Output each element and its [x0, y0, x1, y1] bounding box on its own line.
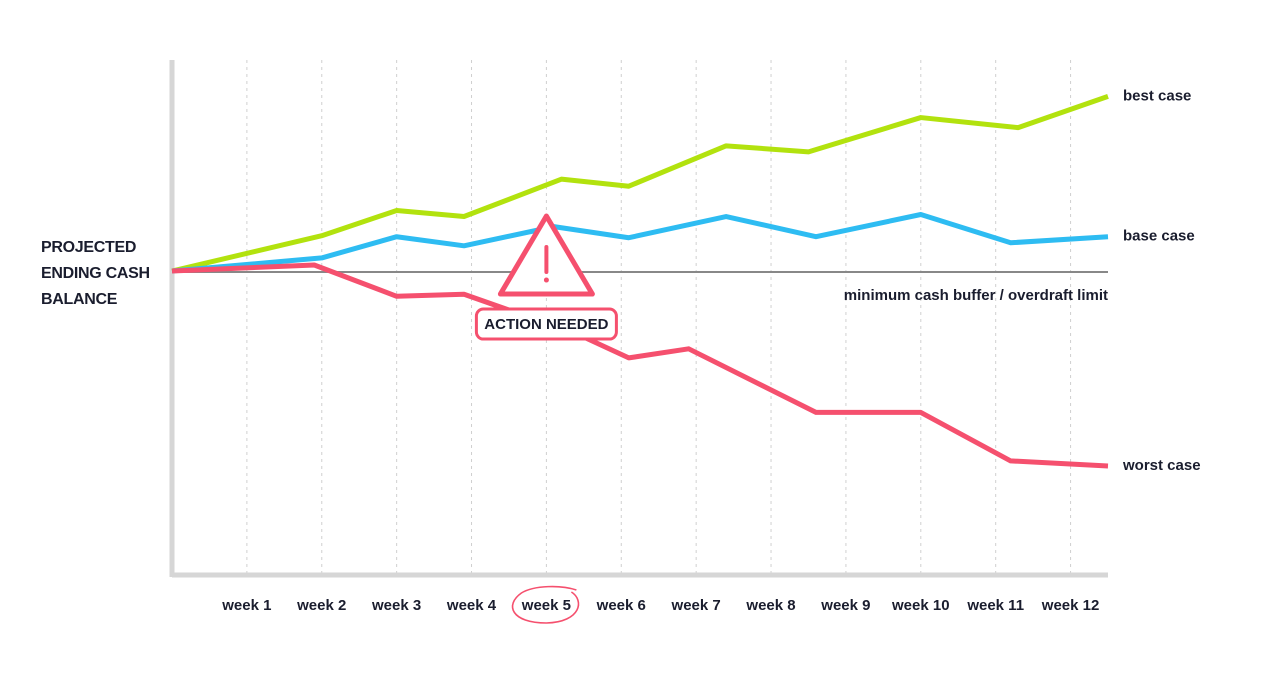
- annotation-box: [474, 307, 618, 341]
- y-axis-title: ENDING CASH: [41, 265, 150, 282]
- series-line: [171, 262, 1109, 469]
- y-axis-title: PROJECTED: [41, 239, 136, 256]
- x-tick-label: week 3: [371, 597, 421, 614]
- x-tick-label: week 2: [296, 597, 346, 614]
- series-label: best case: [1123, 87, 1191, 104]
- x-tick-label: week 10: [891, 597, 950, 614]
- annotation-text: ACTION NEEDED: [484, 316, 608, 333]
- threshold-label: minimum cash buffer / overdraft limit: [844, 287, 1108, 304]
- x-tick-label: week 4: [446, 597, 497, 614]
- x-tick-label: week 1: [221, 597, 271, 614]
- series-line: [171, 93, 1109, 274]
- tick-highlight: [511, 585, 580, 624]
- x-tick-label: week 6: [596, 597, 646, 614]
- x-tick-label: week 11: [966, 597, 1024, 614]
- x-tick-label: week 8: [745, 597, 795, 614]
- warning-dot: [543, 277, 549, 283]
- x-tick-label: week 7: [671, 597, 721, 614]
- series-label: base case: [1123, 228, 1195, 245]
- x-tick-label: week 5: [521, 597, 571, 614]
- series-label: worst case: [1122, 457, 1201, 474]
- series-line: [171, 212, 1109, 274]
- y-axis-title: BALANCE: [41, 291, 118, 308]
- x-tick-label: week 9: [820, 597, 870, 614]
- x-tick-label: week 12: [1041, 597, 1100, 614]
